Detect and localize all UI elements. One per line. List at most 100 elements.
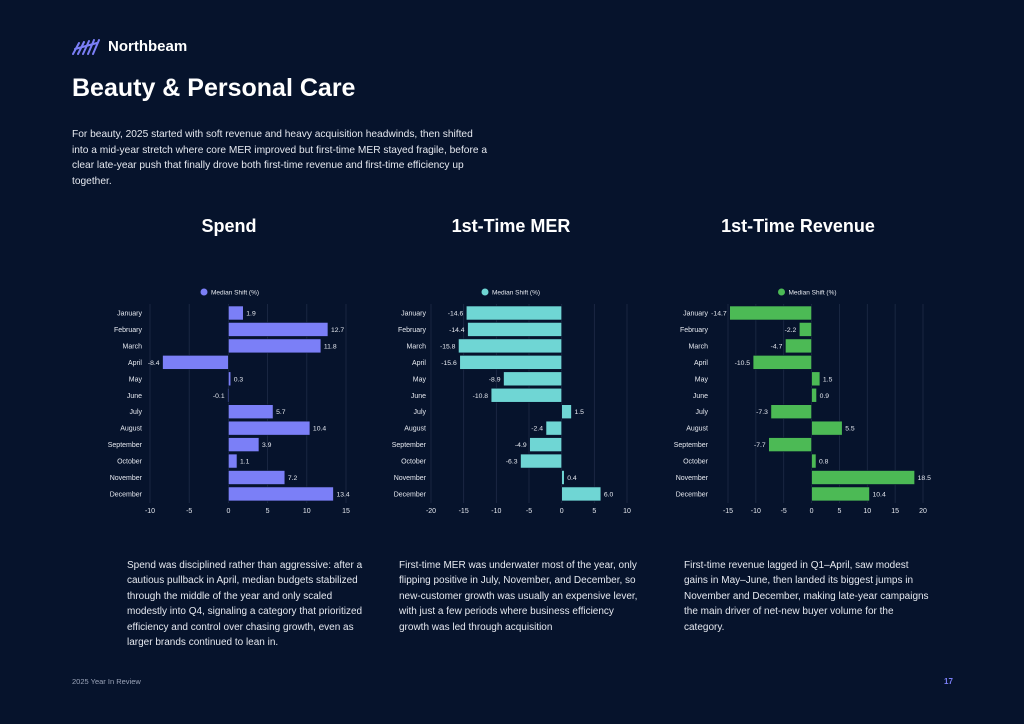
category-label: November: [676, 475, 709, 482]
data-label: 18.5: [918, 475, 931, 482]
data-label: -8.4: [148, 360, 160, 367]
category-label: May: [413, 376, 427, 383]
bar: [770, 404, 812, 420]
bar: [465, 305, 562, 321]
bar: [228, 338, 322, 354]
bar: [811, 371, 821, 387]
category-label: March: [123, 343, 143, 350]
category-label: July: [414, 409, 427, 416]
bar: [811, 486, 870, 502]
data-label: 5.5: [845, 426, 855, 433]
data-label: 11.8: [324, 343, 337, 350]
brand-name: Northbeam: [108, 38, 188, 55]
data-label: 6.0: [604, 491, 614, 498]
data-label: -15.6: [441, 360, 457, 367]
description-revenue: First-time revenue lagged in Q1–April, s…: [684, 560, 929, 633]
bar: [228, 404, 274, 420]
category-label: December: [110, 491, 143, 498]
category-label: January: [683, 311, 708, 318]
x-tick-label: 0: [810, 508, 814, 515]
x-tick-label: 5: [266, 508, 270, 515]
category-label: July: [130, 409, 143, 416]
x-tick-label: -5: [186, 508, 192, 515]
data-label: 0.4: [567, 475, 577, 482]
page-title: Beauty & Personal Care: [72, 74, 356, 102]
bar: [228, 453, 238, 469]
x-tick-label: 20: [919, 508, 927, 515]
footer-title: 2025 Year In Review: [72, 677, 141, 686]
x-tick-label: -5: [781, 508, 787, 515]
bar: [545, 420, 562, 436]
description-spend: Spend was disciplined rather than aggres…: [127, 560, 363, 649]
bar: [228, 437, 260, 452]
data-label: 1.1: [240, 459, 250, 466]
data-label: -2.2: [785, 327, 797, 334]
data-label: -0.1: [213, 393, 225, 400]
brand-logo: Northbeam: [72, 38, 187, 55]
legend-label: Median Shift (%): [789, 290, 837, 297]
data-label: 5.7: [276, 409, 286, 416]
category-label: September: [674, 442, 709, 449]
data-label: 13.4: [336, 491, 349, 498]
bar: [228, 322, 329, 337]
legend-marker: [778, 288, 785, 296]
data-label: -8.9: [489, 376, 501, 383]
category-label: January: [117, 311, 142, 318]
bar: [228, 305, 244, 321]
category-label: May: [695, 376, 709, 383]
data-label: 0.3: [234, 376, 244, 383]
bar: [490, 387, 562, 403]
data-label: 7.2: [288, 475, 298, 482]
bar: [503, 371, 562, 387]
bar: [228, 420, 311, 436]
legend-marker: [481, 288, 489, 296]
legend-label: Median Shift (%): [492, 290, 540, 297]
chart-title-mer: 1st-Time MER: [451, 216, 571, 236]
bar: [811, 470, 915, 485]
data-label: 3.9: [262, 442, 272, 449]
category-label: August: [404, 426, 426, 433]
data-label: -7.7: [754, 442, 766, 449]
category-label: June: [127, 393, 142, 400]
x-tick-label: 0: [226, 508, 230, 515]
data-label: -4.9: [515, 442, 527, 449]
category-label: November: [394, 475, 427, 482]
data-label: 12.7: [331, 327, 344, 334]
category-label: August: [120, 426, 142, 433]
northbeam-logo-icon: [72, 38, 100, 55]
x-tick-label: 0: [560, 508, 564, 515]
data-label: -10.5: [735, 360, 751, 367]
data-label: -14.7: [711, 311, 727, 318]
bar: [752, 355, 812, 370]
x-tick-label: 5: [592, 508, 596, 515]
data-label: -14.4: [449, 327, 465, 334]
bar: [811, 387, 817, 403]
category-label: February: [398, 327, 427, 334]
bar: [228, 470, 286, 485]
data-label: -15.8: [440, 343, 456, 350]
category-label: September: [392, 442, 427, 449]
bar: [561, 404, 572, 420]
category-label: February: [114, 327, 143, 334]
data-label: 0.8: [819, 459, 829, 466]
data-label: 1.9: [246, 311, 256, 318]
x-tick-label: -10: [491, 508, 501, 515]
bar: [561, 486, 602, 502]
category-label: March: [689, 343, 709, 350]
bar: [228, 371, 232, 387]
bar: [162, 355, 229, 370]
page-number: 17: [944, 677, 953, 686]
data-label: 10.4: [873, 491, 886, 498]
description-mer: First-time MER was underwater most of th…: [399, 560, 638, 633]
data-label: 10.4: [313, 426, 326, 433]
category-label: September: [108, 442, 143, 449]
bar: [459, 355, 562, 370]
chart-title-revenue: 1st-Time Revenue: [721, 216, 875, 236]
x-tick-label: -20: [426, 508, 436, 515]
bar: [228, 486, 334, 502]
bar: [458, 338, 562, 354]
x-tick-label: -15: [723, 508, 733, 515]
bar: [768, 437, 812, 452]
x-tick-label: 15: [342, 508, 350, 515]
category-label: July: [696, 409, 709, 416]
